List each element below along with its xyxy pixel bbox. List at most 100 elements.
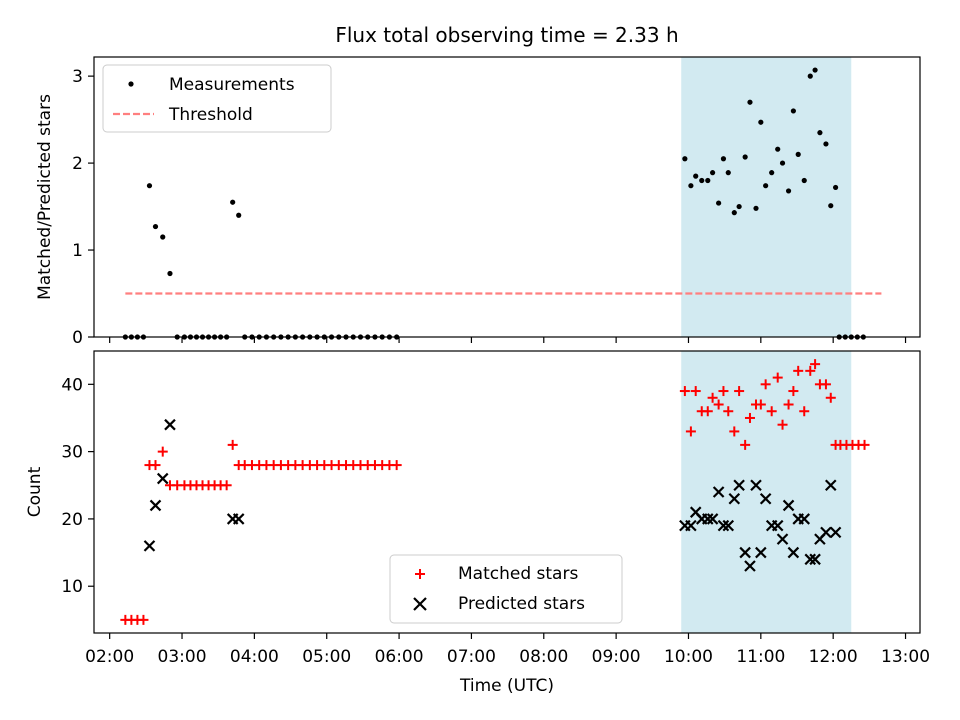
matched-star-point — [157, 446, 168, 457]
legend-predicted-marker — [413, 597, 427, 611]
measurement-point — [699, 177, 705, 184]
predicted-star-point — [232, 513, 245, 525]
matched-star-point — [707, 392, 718, 403]
measurement-point — [795, 151, 801, 157]
top-y-tick-label: 3 — [72, 67, 83, 87]
measurement-point — [828, 203, 834, 209]
predicted-star-point — [787, 546, 800, 559]
predicted-star-point — [156, 472, 169, 485]
bottom-legend: Matched stars Predicted stars — [389, 554, 623, 624]
measurement-point — [705, 177, 711, 184]
measurement-point — [725, 170, 731, 176]
measurement-point — [775, 146, 781, 152]
matched-star-point — [138, 614, 149, 625]
measurement-point — [160, 234, 166, 240]
top-shaded-region — [681, 57, 852, 337]
legend-matched-label: Matched stars — [458, 564, 578, 584]
predicted-star-point — [744, 560, 756, 572]
measurement-point — [736, 203, 742, 210]
matched-star-point — [805, 365, 816, 376]
predicted-star-point — [701, 513, 714, 525]
bottom-shaded-region — [681, 351, 852, 633]
predicted-star-point — [733, 479, 745, 492]
measurement-point — [823, 141, 829, 147]
x-tick-label: 07:00 — [447, 647, 496, 667]
measurement-point — [769, 170, 775, 176]
x-tick-label: 05:00 — [302, 647, 351, 667]
measurement-point — [790, 108, 796, 114]
x-tick-label: 08:00 — [519, 647, 568, 667]
predicted-star-point — [149, 499, 162, 512]
matched-star-point — [685, 426, 696, 437]
measurement-point — [152, 223, 159, 230]
matched-star-point — [760, 379, 771, 390]
chart-title: Flux total observing time = 2.33 h — [335, 23, 678, 47]
measurement-point — [817, 130, 823, 136]
top-plot-area — [122, 67, 882, 340]
measurement-point — [236, 212, 242, 218]
measurement-point — [731, 210, 737, 216]
x-tick-label: 13:00 — [881, 647, 930, 667]
measurement-point — [720, 156, 727, 162]
predicted-star-point — [824, 479, 837, 492]
predicted-star-point — [728, 492, 741, 505]
predicted-star-point — [685, 519, 697, 532]
predicted-star-point — [798, 513, 811, 525]
top-y-tick-label: 0 — [72, 328, 83, 348]
bottom-plot-area — [120, 359, 870, 625]
predicted-star-point — [820, 526, 832, 539]
legend-threshold-label: Threshold — [168, 105, 253, 125]
x-tick-label: 09:00 — [592, 647, 641, 667]
matched-star-point — [788, 386, 799, 397]
measurement-point — [688, 183, 694, 189]
predicted-star-point — [143, 540, 156, 552]
matched-star-point — [734, 386, 745, 397]
measurement-point — [807, 73, 813, 79]
matched-star-point — [729, 426, 740, 437]
predicted-star-point — [776, 533, 789, 545]
predicted-star-point — [717, 519, 730, 532]
x-axis-label: Time (UTC) — [459, 676, 554, 696]
legend-matched-marker — [415, 569, 425, 579]
measurement-point — [785, 188, 792, 194]
measurement-point — [167, 270, 173, 277]
predicted-star-point — [712, 486, 725, 498]
measurement-point — [693, 173, 699, 179]
bottom-y-axis: 10 20 30 40 — [61, 375, 94, 597]
matched-star-point — [799, 406, 810, 417]
measurement-point — [779, 160, 786, 166]
legend-measurements-label: Measurements — [169, 75, 295, 95]
top-x-axis-ticks — [109, 337, 907, 343]
matched-star-point — [221, 480, 232, 491]
measurement-point — [753, 205, 759, 211]
measurement-point — [812, 67, 818, 73]
top-legend: Measurements Threshold — [102, 64, 332, 133]
bottom-y-tick-label: 40 — [61, 375, 83, 395]
predicted-star-point — [164, 418, 176, 431]
matched-star-point — [859, 439, 870, 450]
matched-star-point — [777, 419, 788, 430]
top-panel: 0 1 2 3 Matched/Predicted stars Measurement… — [35, 56, 921, 348]
measurement-point — [801, 177, 807, 184]
predicted-star-point — [804, 553, 817, 566]
x-tick-label: 10:00 — [664, 647, 713, 667]
measurement-point — [709, 170, 716, 176]
matched-star-point — [825, 392, 836, 403]
x-tick-label: 11:00 — [736, 647, 785, 667]
bottom-axes-frame — [93, 350, 921, 634]
matched-star-point — [679, 386, 690, 397]
top-y-tick-label: 2 — [72, 154, 83, 174]
bottom-y-tick-label: 10 — [61, 577, 83, 597]
top-y-axis-label: Matched/Predicted stars — [35, 94, 55, 300]
legend-predicted-label: Predicted stars — [458, 594, 585, 614]
matched-star-point — [723, 406, 734, 417]
x-tick-label: 02:00 — [85, 647, 134, 667]
top-legend-box — [102, 64, 332, 133]
matched-star-point — [820, 379, 831, 390]
predicted-star-point — [722, 519, 735, 532]
measurement-point — [742, 154, 748, 160]
matched-star-point — [702, 406, 713, 417]
matched-star-point — [772, 372, 783, 383]
